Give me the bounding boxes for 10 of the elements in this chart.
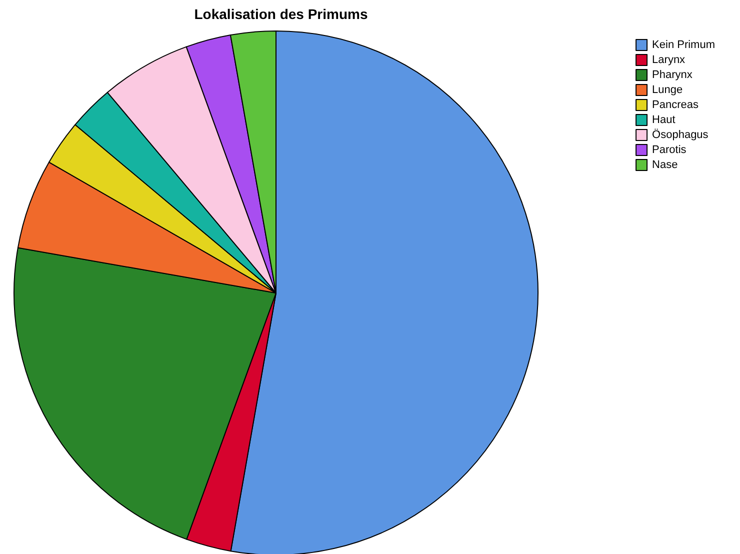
legend-label: Pharynx: [652, 69, 693, 81]
legend-label: Haut: [652, 114, 676, 126]
legend-label: Ösophagus: [652, 128, 709, 141]
legend-label: Pancreas: [652, 99, 700, 111]
legend-label: Nase: [652, 159, 678, 171]
legend-label: Kein Primum: [652, 39, 716, 51]
legend-label: Larynx: [652, 54, 686, 66]
legend-label: Lunge: [652, 84, 683, 96]
legend-label: Parotis: [652, 144, 687, 156]
chart-title: Lokalisation des Primums: [194, 6, 368, 22]
